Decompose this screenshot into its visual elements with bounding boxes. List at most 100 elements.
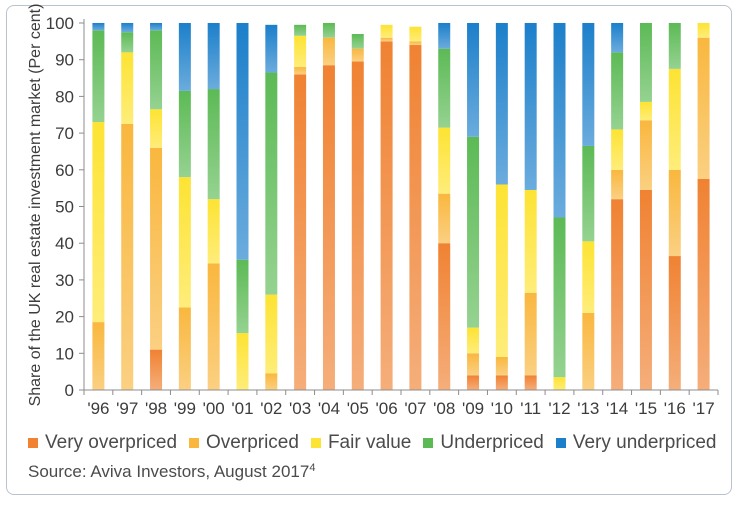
legend-swatch-very-overpriced: [28, 438, 38, 448]
bar-segment-very-underpriced-99: [178, 23, 191, 91]
bar-segment-very-overpriced-06: [380, 41, 393, 390]
x-tick-label-01: '01: [231, 399, 253, 418]
bar-segment-very-underpriced-13: [582, 23, 595, 146]
bar-segment-underpriced-12: [553, 217, 566, 378]
x-tick-label-16: '16: [664, 399, 686, 418]
y-axis-label: Share of the UK real estate investment m…: [27, 4, 44, 407]
bar-segment-very-overpriced-16: [668, 256, 681, 390]
bar-segment-overpriced-07: [409, 41, 422, 46]
bar-segment-fair-value-96: [92, 122, 105, 323]
bar-segment-very-overpriced-98: [150, 349, 163, 390]
bar-segment-fair-value-00: [207, 199, 220, 264]
x-tick-label-00: '00: [203, 399, 225, 418]
legend-item-very-underpriced: Very underpriced: [555, 432, 717, 454]
bar-segment-very-underpriced-09: [467, 23, 480, 137]
bar-segment-underpriced-16: [668, 23, 681, 69]
x-tick-label-11: '11: [520, 399, 541, 418]
bar-segment-fair-value-03: [294, 35, 307, 68]
x-tick-label-97: '97: [116, 399, 138, 418]
bar-segment-underpriced-96: [92, 30, 105, 123]
bar-segment-underpriced-03: [294, 24, 307, 36]
stacked-bar-chart: Share of the UK real estate investment m…: [27, 4, 719, 418]
bar-segment-fair-value-16: [668, 68, 681, 170]
bar-segment-very-underpriced-98: [150, 23, 163, 31]
bar-segment-very-overpriced-14: [611, 199, 624, 390]
y-tick-label-0: 0: [65, 381, 74, 400]
x-tick-label-13: '13: [577, 399, 599, 418]
bar-segment-very-overpriced-07: [409, 45, 422, 391]
bar-segment-underpriced-98: [150, 30, 163, 110]
bar-segment-underpriced-04: [322, 23, 335, 38]
bar-segment-underpriced-15: [639, 23, 652, 102]
bar-segment-underpriced-08: [438, 48, 451, 128]
legend-item-underpriced: Underpriced: [423, 432, 544, 454]
x-tick-label-98: '98: [145, 399, 167, 418]
source-footnote-marker: 4: [309, 462, 316, 474]
bar-segment-underpriced-09: [467, 136, 480, 328]
bar-segment-overpriced-99: [178, 307, 191, 390]
bar-segment-overpriced-08: [438, 193, 451, 244]
bar-segment-fair-value-99: [178, 177, 191, 308]
x-tick-label-96: '96: [87, 399, 109, 418]
bar-segment-very-overpriced-08: [438, 243, 451, 390]
bar-segment-fair-value-02: [265, 294, 278, 374]
x-tick-label-14: '14: [606, 399, 628, 418]
x-tick-label-15: '15: [635, 399, 657, 418]
bar-segment-overpriced-14: [611, 169, 624, 200]
bar-segment-fair-value-98: [150, 109, 163, 148]
bar-segment-fair-value-06: [380, 24, 393, 38]
x-tick-label-17: '17: [693, 399, 715, 418]
x-tick-label-12: '12: [548, 399, 570, 418]
x-tick-label-09: '09: [462, 399, 484, 418]
y-tick-label-40: 40: [55, 234, 74, 253]
bar-segment-fair-value-07: [409, 26, 422, 42]
bar-segment-overpriced-02: [265, 373, 278, 390]
legend-label-fair-value: Fair value: [327, 432, 412, 453]
x-tick-label-06: '06: [376, 399, 398, 418]
source-text: Source: Aviva Investors, August 2017: [28, 462, 310, 481]
y-tick-label-30: 30: [55, 271, 74, 290]
bars-group: [92, 23, 710, 391]
bar-segment-very-underpriced-00: [207, 23, 220, 90]
bar-segment-fair-value-11: [524, 189, 537, 293]
bar-segment-fair-value-08: [438, 127, 451, 194]
bar-segment-fair-value-17: [697, 23, 710, 38]
bar-segment-overpriced-13: [582, 312, 595, 390]
x-tick-label-04: '04: [318, 399, 340, 418]
bar-segment-fair-value-12: [553, 377, 566, 390]
bar-segment-underpriced-97: [121, 32, 134, 53]
bar-segment-very-overpriced-10: [495, 375, 508, 390]
bar-segment-overpriced-04: [322, 37, 335, 66]
bar-segment-very-underpriced-11: [524, 23, 537, 190]
bar-segment-fair-value-13: [582, 241, 595, 313]
bar-segment-underpriced-02: [265, 72, 278, 295]
bar-segment-underpriced-05: [351, 34, 364, 49]
legend-swatch-very-underpriced: [555, 438, 566, 448]
bar-segment-fair-value-97: [121, 52, 134, 124]
x-tick-label-02: '02: [260, 399, 282, 418]
bar-segment-very-underpriced-01: [236, 23, 249, 260]
bar-segment-fair-value-09: [467, 327, 480, 354]
bar-segment-overpriced-10: [495, 356, 508, 376]
bar-segment-underpriced-99: [178, 90, 191, 178]
bar-segment-very-underpriced-96: [92, 23, 105, 31]
y-tick-label-90: 90: [55, 51, 74, 70]
bar-segment-overpriced-09: [467, 353, 480, 376]
bar-segment-very-underpriced-97: [121, 23, 134, 33]
bar-segment-overpriced-06: [380, 37, 393, 42]
bar-segment-underpriced-14: [611, 52, 624, 130]
y-tick-label-80: 80: [55, 87, 74, 106]
bar-segment-very-overpriced-04: [322, 65, 335, 390]
bar-segment-very-overpriced-05: [351, 61, 364, 390]
bar-segment-very-overpriced-17: [697, 178, 710, 390]
bar-segment-fair-value-14: [611, 129, 624, 170]
bar-segment-overpriced-03: [294, 67, 307, 75]
x-tick-label-99: '99: [174, 399, 196, 418]
bar-segment-very-underpriced-14: [611, 23, 624, 53]
bar-segment-underpriced-00: [207, 89, 220, 200]
bar-segment-very-overpriced-15: [639, 189, 652, 390]
legend: Very overpriced Overpriced Fair value Un…: [28, 430, 728, 456]
bar-segment-overpriced-96: [92, 322, 105, 390]
bar-segment-very-overpriced-09: [467, 375, 480, 390]
legend-label-overpriced: Overpriced: [206, 432, 299, 453]
